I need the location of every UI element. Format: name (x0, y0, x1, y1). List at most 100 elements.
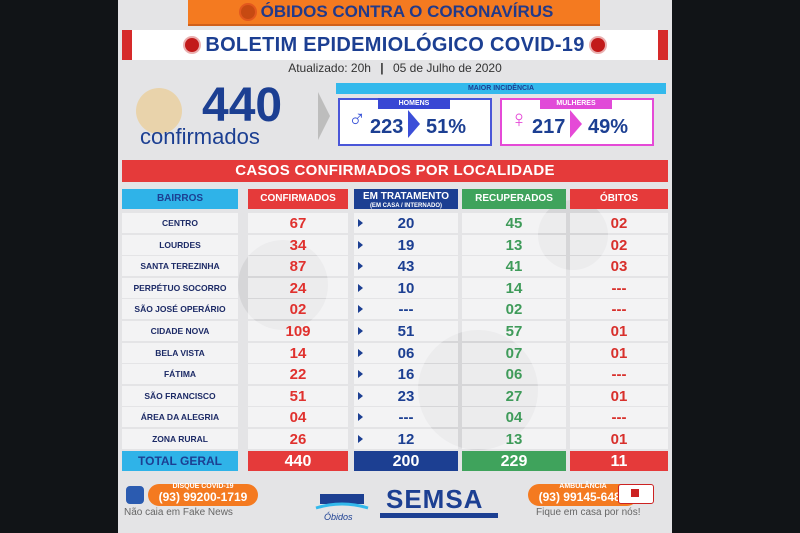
separator: | (380, 61, 384, 75)
men-count: 223 (370, 116, 404, 138)
left-background (0, 0, 118, 533)
obitos-cell: --- (570, 407, 668, 428)
disque-pill: DISQUE COVID-19 (93) 99200-1719 (148, 483, 258, 506)
ambulancia-pill: AMBULÂNCIA (93) 99145-6484 (528, 483, 638, 506)
title-band: BOLETIM EPIDEMIOLÓGICO COVID-19 (122, 30, 668, 60)
male-icon: ♂ (348, 106, 366, 133)
recuperados-cell: 06 (462, 364, 566, 385)
semsa-bar (380, 513, 498, 518)
table-row: FÁTIMA 22 16 06 --- (118, 364, 672, 386)
title-accent-left (122, 30, 132, 60)
obidos-logo (314, 484, 370, 520)
logo-city: Óbidos (324, 512, 353, 522)
bulletin-poster: ÓBIDOS CONTRA O CORONAVÍRUS BOLETIM EPID… (118, 0, 672, 533)
top-banner: ÓBIDOS CONTRA O CORONAVÍRUS (188, 0, 600, 26)
total-confirmed: 440 (202, 79, 283, 132)
total-obitos: 11 (570, 451, 668, 471)
arrow-icon (358, 283, 363, 292)
confirmados-cell: 24 (248, 277, 348, 298)
bairro-cell: SÃO JOSÉ OPERÁRIO (122, 299, 238, 320)
arrow-icon (358, 391, 363, 400)
arrow-icon (358, 305, 363, 314)
bairro-cell: ÁREA DA ALEGRIA (122, 407, 238, 428)
bairro-cell: SANTA TEREZINHA (122, 256, 238, 277)
table-row: SÃO JOSÉ OPERÁRIO 02 --- 02 --- (118, 299, 672, 321)
arrow-icon (358, 348, 363, 357)
women-label: MULHERES (540, 98, 612, 109)
header-confirmados: CONFIRMADOS (248, 189, 348, 209)
arrow-icon (358, 219, 363, 227)
table-row: CIDADE NOVA 109 51 57 01 (118, 321, 672, 343)
women-count: 217 (532, 116, 566, 138)
obitos-cell: 01 (570, 342, 668, 363)
table-row: SÃO FRANCISCO 51 23 27 01 (118, 385, 672, 408)
recuperados-cell: 27 (462, 385, 566, 406)
bairro-cell: LOURDES (122, 234, 238, 255)
disque-number: (93) 99200-1719 (158, 490, 248, 504)
stay-home-note: Fique em casa por nós! (536, 507, 641, 518)
confirmados-cell: 14 (248, 342, 348, 363)
incidence-label: MAIOR INCIDÊNCIA (336, 83, 666, 94)
virus-icon (136, 88, 182, 134)
arrow-icon (570, 110, 582, 138)
arrow-icon (358, 240, 363, 249)
virus-icon (185, 38, 200, 52)
confirmados-cell: 109 (248, 321, 348, 341)
arrow-icon (358, 262, 363, 271)
obitos-cell: 03 (570, 256, 668, 277)
phone-icon (126, 486, 144, 504)
bairro-cell: PERPÉTUO SOCORRO (122, 277, 238, 298)
obitos-cell: --- (570, 364, 668, 385)
arrow-icon (318, 92, 330, 140)
tratamento-cell: 43 (354, 256, 458, 277)
table-title: CASOS CONFIRMADOS POR LOCALIDADE (122, 160, 668, 182)
table-row: ÁREA DA ALEGRIA 04 --- 04 --- (118, 407, 672, 429)
men-box: HOMENS ♂ 223 51% (338, 98, 492, 146)
arrow-icon (408, 110, 420, 138)
page-title: BOLETIM EPIDEMIOLÓGICO COVID-19 (205, 33, 585, 56)
tratamento-cell: 10 (354, 277, 458, 298)
confirmados-cell: 26 (248, 429, 348, 449)
obitos-cell: 02 (570, 234, 668, 255)
men-percent: 51% (426, 116, 467, 138)
total-confirmados: 440 (248, 451, 348, 471)
updated-line: Atualizado: 20h | 05 de Julho de 2020 (118, 61, 672, 75)
confirmados-cell: 22 (248, 364, 348, 385)
banner-text: ÓBIDOS CONTRA O CORONAVÍRUS (260, 2, 554, 21)
right-background (672, 0, 800, 533)
recuperados-cell: 14 (462, 277, 566, 298)
recuperados-cell: 13 (462, 429, 566, 449)
confirmados-cell: 87 (248, 256, 348, 277)
ambulance-icon (618, 484, 654, 504)
recuperados-cell: 13 (462, 234, 566, 255)
confirmados-cell: 04 (248, 407, 348, 428)
table-row: ZONA RURAL 26 12 13 01 (118, 429, 672, 451)
women-box: MULHERES ♀ 217 49% (500, 98, 654, 146)
arrow-icon (358, 413, 363, 422)
arrow-icon (358, 435, 363, 443)
men-label: HOMENS (378, 98, 450, 109)
confirmed-label: confirmados (140, 124, 260, 149)
recuperados-cell: 41 (462, 256, 566, 277)
bairro-cell: FÁTIMA (122, 364, 238, 385)
table-row: BELA VISTA 14 06 07 01 (118, 342, 672, 365)
tratamento-cell: 19 (354, 234, 458, 255)
fake-news-note: Não caia em Fake News (124, 507, 233, 518)
obitos-cell: 01 (570, 321, 668, 341)
updated-date: 05 de Julho de 2020 (393, 61, 502, 75)
tratamento-cell: 23 (354, 385, 458, 406)
recuperados-cell: 57 (462, 321, 566, 341)
arrow-icon (358, 370, 363, 379)
bairro-cell: CIDADE NOVA (122, 321, 238, 341)
confirmados-cell: 51 (248, 385, 348, 406)
tratamento-cell: 06 (354, 342, 458, 363)
total-label: TOTAL GERAL (122, 451, 238, 471)
ambulancia-label: AMBULÂNCIA (559, 483, 607, 490)
recuperados-cell: 04 (462, 407, 566, 428)
tratamento-cell: 51 (354, 321, 458, 341)
obitos-cell: 01 (570, 429, 668, 449)
arrow-icon (358, 327, 363, 335)
header-bairros: BAIRROS (122, 189, 238, 209)
tratamento-cell: --- (354, 299, 458, 320)
confirmados-cell: 67 (248, 213, 348, 233)
